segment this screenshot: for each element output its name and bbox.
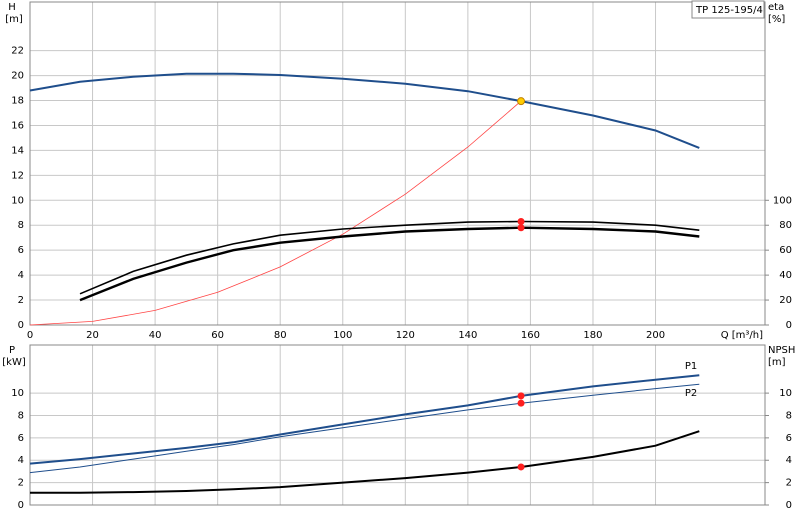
- y-tick-label: 4: [18, 455, 24, 466]
- operating-point: [517, 224, 525, 232]
- y-tick-label: 14: [11, 145, 24, 156]
- series-line: [30, 430, 700, 494]
- y-axis-unit: [m]: [5, 14, 23, 25]
- y2-tick-label: 40: [779, 270, 792, 281]
- x-tick-label: 60: [211, 330, 224, 341]
- chart-title: TP 125-195/4: [695, 5, 763, 16]
- x-tick-label: 140: [458, 330, 477, 341]
- x-axis-label: Q [m³/h]: [721, 330, 763, 341]
- operating-point: [517, 97, 526, 106]
- operating-point: [517, 463, 525, 471]
- series-line: [29, 383, 700, 474]
- y2-tick-label: 2: [786, 478, 792, 489]
- series-line: [79, 220, 700, 295]
- y-tick-label: 0: [18, 500, 24, 511]
- x-tick-label: 80: [274, 330, 287, 341]
- y2-tick-label: 80: [779, 220, 792, 231]
- y2-tick-label: 100: [773, 195, 792, 206]
- series-label: P2: [685, 388, 697, 399]
- y2-axis-label: NPSH: [768, 345, 795, 356]
- x-tick-label: 120: [396, 330, 415, 341]
- x-tick-label: 0: [27, 330, 33, 341]
- operating-point: [517, 399, 525, 407]
- y2-tick-label: 4: [786, 455, 792, 466]
- y-tick-label: 2: [18, 478, 24, 489]
- plot-area: [30, 2, 765, 325]
- series-line: [79, 226, 700, 302]
- y-axis-label: P: [9, 345, 15, 356]
- x-tick-label: 40: [149, 330, 162, 341]
- title-box: [691, 0, 765, 19]
- series-line: [29, 72, 700, 149]
- y-tick-label: 20: [11, 71, 24, 82]
- x-tick-label: 180: [583, 330, 602, 341]
- plot-frame: [29, 344, 766, 506]
- series-line: [29, 100, 522, 326]
- x-tick-label: 100: [333, 330, 352, 341]
- y2-tick-label: 10: [779, 388, 792, 399]
- y-tick-label: 6: [18, 245, 24, 256]
- y2-tick-label: 8: [786, 410, 792, 421]
- y-tick-label: 2: [18, 295, 24, 306]
- y-tick-label: 6: [18, 433, 24, 444]
- y-tick-label: 8: [18, 220, 24, 231]
- y-axis-label: H: [8, 2, 16, 13]
- plot-area: [30, 345, 765, 505]
- x-tick-label: 20: [86, 330, 99, 341]
- operating-point: [517, 392, 525, 400]
- y2-tick-label: 0: [786, 320, 792, 331]
- series-label: P1: [685, 361, 697, 372]
- y2-axis-label: eta: [768, 2, 784, 13]
- y-tick-label: 0: [18, 320, 24, 331]
- y-tick-label: 10: [11, 195, 24, 206]
- y2-axis-unit: [m]: [768, 357, 786, 368]
- x-tick-label: 200: [646, 330, 665, 341]
- y-tick-label: 16: [11, 120, 24, 131]
- y-tick-label: 10: [11, 388, 24, 399]
- y-axis-unit: [kW]: [2, 357, 26, 368]
- y2-tick-label: 0: [786, 500, 792, 511]
- y2-tick-label: 60: [779, 245, 792, 256]
- y2-tick-label: 6: [786, 433, 792, 444]
- y-tick-label: 12: [11, 170, 24, 181]
- y2-axis-unit: [%]: [768, 14, 785, 25]
- plot-frame: [29, 1, 766, 326]
- x-tick-label: 160: [521, 330, 540, 341]
- y-tick-label: 18: [11, 96, 24, 107]
- series-line: [29, 374, 700, 465]
- y2-tick-label: 20: [779, 295, 792, 306]
- operating-point: [517, 217, 525, 225]
- y-tick-label: 4: [18, 270, 24, 281]
- y-tick-label: 8: [18, 410, 24, 421]
- y-tick-label: 22: [11, 46, 24, 57]
